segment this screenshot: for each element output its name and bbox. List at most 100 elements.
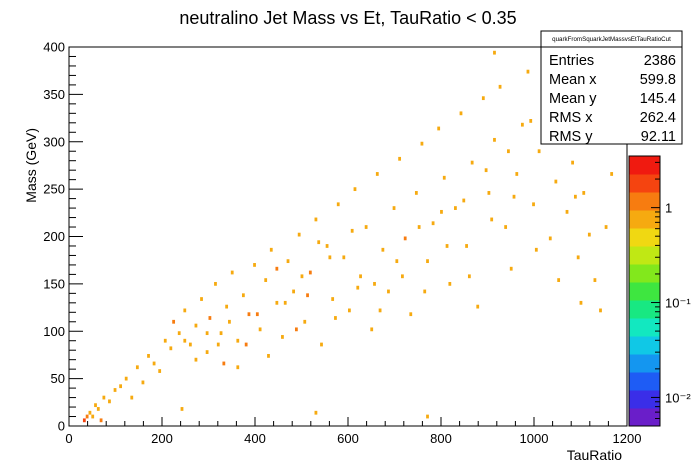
color-scale-tick-label: 10⁻² [665,390,691,405]
heatmap-cell [423,289,427,294]
color-scale-swatch [629,372,660,391]
heatmap-cell [484,168,488,173]
heatmap-cell [493,137,496,142]
x-tick-label: 200 [151,431,173,446]
heatmap-cell [573,194,577,199]
heatmap-cell [359,274,362,279]
heatmap-cell [130,395,134,400]
x-tick-label: 800 [430,431,452,446]
stats-label: Mean x [549,72,597,88]
y-tick-label: 100 [43,324,65,339]
heatmap-cell [183,308,187,313]
heatmap-cell [610,172,614,176]
heatmap-cell [85,414,89,419]
heatmap-cell [325,244,329,248]
heatmap-cell [509,266,513,271]
x-tick-label: 400 [244,431,266,446]
heatmap-cell [275,300,279,305]
heatmap-cell [281,335,284,339]
heatmap-cell [440,209,443,214]
color-scale-swatch [629,282,660,301]
stats-box-frame [540,30,683,145]
heatmap-cell [147,353,150,358]
heatmap-cell [188,342,192,347]
color-scale-swatch [629,210,660,229]
heatmap-cell [593,278,597,282]
heatmap-cell [387,289,390,294]
heatmap-cell [529,119,533,123]
heatmap-cell [582,191,586,195]
heatmap-cell [342,255,346,260]
color-scale-swatch [629,264,660,283]
heatmap-cell [557,278,561,282]
heatmap-cell [306,293,309,298]
heatmap-cell [364,225,368,229]
heatmap-cell [205,331,209,336]
heatmap-cell [308,270,312,275]
heatmap-cell [194,357,198,362]
heatmap-cell [604,225,608,229]
x-tick-label: 600 [337,431,359,446]
heatmap-cell [442,175,446,180]
heatmap-cell [255,312,259,317]
heatmap-cell [398,156,402,161]
color-scale-swatch [629,336,660,355]
heatmap-cell [331,297,335,301]
heatmap-cell [194,323,198,328]
color-scale-swatch [629,354,660,373]
stats-box-title: quarkFromSquarkJetMassvsEtTauRatioCut [552,36,671,43]
heatmap-cell [253,263,256,267]
color-scale: 10⁻² 10⁻¹ 1 [628,155,691,427]
heatmap-cell [392,206,396,210]
heatmap-cell [504,225,508,229]
heatmap-cell [520,122,524,127]
heatmap-cells [82,50,614,423]
heatmap-cell [314,410,318,415]
heatmap-cell [113,388,117,392]
heatmap-cell [426,259,429,264]
heatmap-cell [200,297,203,301]
heatmap-cell [141,380,145,385]
heatmap-cell [515,172,519,176]
color-scale-swatch [629,390,660,409]
heatmap-cell [180,407,184,411]
heatmap-cell [317,240,321,245]
heatmap-cell [267,353,270,358]
heatmap-cell [445,244,449,248]
stats-value: 262.4 [640,110,676,126]
heatmap-cell [534,247,538,252]
heatmap-cell [294,327,298,332]
heatmap-cell [448,281,452,286]
x-tick-label: 0 [65,431,72,446]
heatmap-cell [119,384,123,389]
stats-value: 2386 [644,53,676,69]
heatmap-cell [579,300,583,305]
plot-frame [68,46,628,427]
heatmap-cell [467,274,471,279]
heatmap-cell [498,84,502,89]
heatmap-cell [417,225,421,229]
heatmap-cell [158,369,162,373]
heatmap-cell [401,274,404,279]
heatmap-cell [247,312,251,317]
heatmap-cell [395,259,399,264]
heatmap-cell [108,399,111,404]
heatmap-cell [532,202,535,207]
heatmap-cell [462,198,466,203]
heatmap-cell [426,414,429,419]
heatmap-cell [169,346,173,351]
stats-label: Entries [549,53,594,69]
heatmap-cell [353,187,357,192]
color-scale-tick-label: 10⁻¹ [665,296,691,311]
heatmap-cell [314,217,318,222]
color-scale-swatch [629,300,660,319]
heatmap-cell [88,410,92,415]
y-axis-label: Mass (GeV) [23,128,39,203]
chart-title: neutralino Jet Mass vs Et, TauRatio < 0.… [179,8,516,28]
heatmap-cell [216,342,220,347]
color-scale-swatch [629,408,660,427]
heatmap-cell [183,338,187,343]
stats-label: RMS x [549,110,593,126]
stats-label: Mean y [549,91,597,107]
